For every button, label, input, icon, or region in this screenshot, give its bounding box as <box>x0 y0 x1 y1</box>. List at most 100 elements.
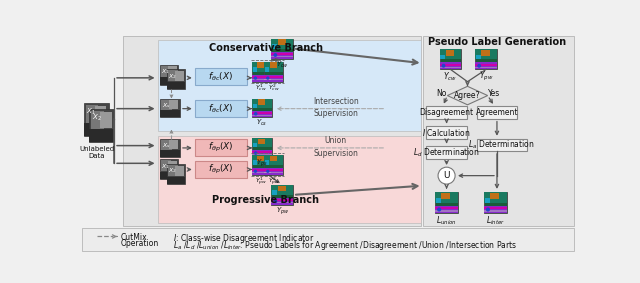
Text: Unlabeled
Data: Unlabeled Data <box>79 146 115 159</box>
Bar <box>490 193 499 199</box>
Bar <box>440 67 461 68</box>
Bar <box>435 207 458 209</box>
Bar <box>252 76 271 78</box>
Bar <box>484 210 507 212</box>
Bar <box>445 50 454 56</box>
Text: $X_1$: $X_1$ <box>161 67 170 76</box>
Bar <box>440 64 461 66</box>
Bar <box>436 198 441 203</box>
Text: $L_a$ /$L_d$ /$L_{union}$ /$L_{inter}$: Pseudo Labels for Agreement /Disagreemen: $L_a$ /$L_d$ /$L_{union}$ /$L_{inter}$: … <box>173 239 517 252</box>
Bar <box>264 62 283 72</box>
Bar <box>271 38 293 59</box>
Bar <box>157 40 421 131</box>
Bar <box>477 139 527 151</box>
Bar <box>477 106 517 119</box>
Bar <box>252 99 272 117</box>
Bar <box>252 79 271 80</box>
Bar <box>160 159 179 179</box>
Bar <box>264 76 283 78</box>
Bar <box>272 190 277 195</box>
Bar <box>252 115 272 116</box>
Bar <box>252 172 271 173</box>
Text: Operation: Operation <box>120 239 159 248</box>
Text: Intersection: Intersection <box>313 97 358 106</box>
Bar <box>95 106 106 122</box>
Bar <box>271 53 293 55</box>
Text: $f_{\theta c}(X)$: $f_{\theta c}(X)$ <box>209 70 234 83</box>
Bar <box>252 138 272 156</box>
Circle shape <box>254 151 257 155</box>
Circle shape <box>266 170 269 173</box>
Bar <box>175 166 184 176</box>
Text: $Y_{pw}$: $Y_{pw}$ <box>276 206 289 217</box>
Bar <box>175 71 184 81</box>
Text: Agree?: Agree? <box>454 91 481 100</box>
Bar <box>160 150 180 157</box>
Bar <box>476 49 497 69</box>
Text: $L_d$ Determination: $L_d$ Determination <box>413 146 480 159</box>
Bar <box>252 151 272 153</box>
Bar <box>440 55 445 59</box>
Bar <box>252 112 272 114</box>
Text: $L_{union}$: $L_{union}$ <box>436 214 457 227</box>
Bar <box>271 185 293 205</box>
Bar <box>272 44 277 49</box>
Bar <box>90 129 114 142</box>
Bar <box>422 35 575 226</box>
Text: CutMix: CutMix <box>120 233 147 242</box>
Bar <box>271 202 293 203</box>
Bar <box>160 99 180 117</box>
Bar <box>160 172 179 179</box>
Text: Yes: Yes <box>488 89 500 98</box>
Bar <box>264 79 283 80</box>
Bar <box>269 63 276 68</box>
Bar <box>123 35 421 226</box>
Circle shape <box>437 207 441 212</box>
Bar <box>169 100 178 109</box>
Text: $Y_{cw}$: $Y_{cw}$ <box>276 59 289 70</box>
Bar <box>476 67 497 68</box>
Text: Supervision: Supervision <box>314 110 358 118</box>
Bar <box>435 210 458 212</box>
Bar <box>264 168 283 175</box>
Bar <box>252 111 272 117</box>
Text: No: No <box>436 89 446 98</box>
Bar <box>92 111 104 129</box>
Bar <box>435 206 458 213</box>
Bar <box>81 228 575 251</box>
Text: $X_s$: $X_s$ <box>162 141 171 150</box>
Bar <box>100 112 111 128</box>
Text: $X_2$: $X_2$ <box>168 72 177 81</box>
Bar <box>265 160 269 165</box>
Bar <box>271 38 293 49</box>
Text: $X_2$: $X_2$ <box>168 166 177 175</box>
Bar <box>168 70 177 82</box>
Text: $Y^2_{cw}$: $Y^2_{cw}$ <box>268 82 280 93</box>
Text: $X_s$: $X_s$ <box>162 101 171 110</box>
Bar <box>252 169 271 171</box>
Text: $X_1$: $X_1$ <box>86 106 96 117</box>
Bar <box>440 62 461 69</box>
Bar <box>484 192 507 213</box>
Bar <box>253 104 257 108</box>
Bar <box>264 155 283 175</box>
Bar <box>264 169 283 171</box>
Circle shape <box>266 76 269 80</box>
Text: $Y_{cw}$: $Y_{cw}$ <box>444 70 458 83</box>
Bar <box>278 186 285 191</box>
Bar <box>195 140 248 156</box>
Bar <box>278 39 285 45</box>
Bar <box>257 63 264 68</box>
Bar <box>252 99 272 108</box>
Text: Agreement: Agreement <box>476 108 518 117</box>
Text: Conservative Branch: Conservative Branch <box>209 43 323 53</box>
Text: $Y^1_{pw}$: $Y^1_{pw}$ <box>255 176 268 188</box>
Bar <box>252 150 272 156</box>
Bar <box>160 77 179 85</box>
Bar <box>168 66 177 76</box>
Text: Progressive Branch: Progressive Branch <box>212 194 319 205</box>
Bar <box>481 50 490 56</box>
Bar <box>426 127 467 139</box>
Bar <box>271 198 293 205</box>
Bar <box>195 68 248 85</box>
